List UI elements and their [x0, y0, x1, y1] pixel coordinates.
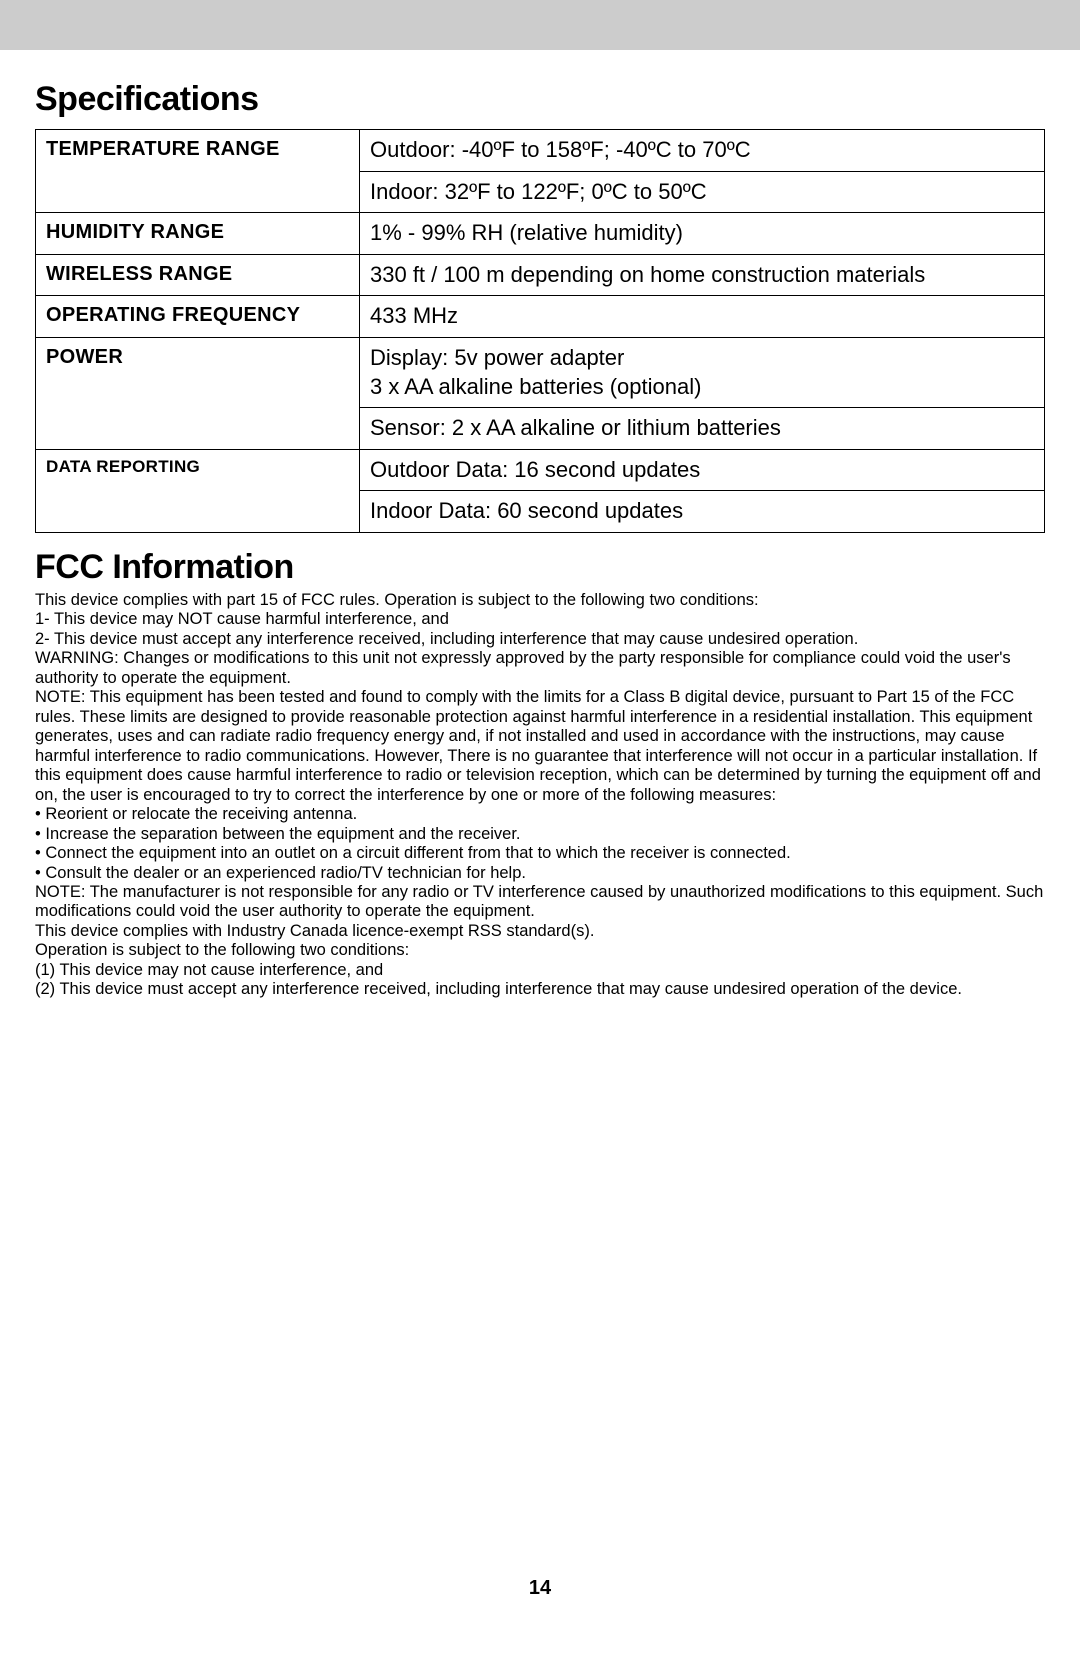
- spec-label: TEMPERATURE RANGE: [36, 130, 360, 172]
- table-row: Indoor: 32ºF to 122ºF; 0ºC to 50ºC: [36, 171, 1045, 213]
- spec-value: Indoor Data: 60 second updates: [360, 491, 1045, 533]
- table-row: HUMIDITY RANGE 1% - 99% RH (relative hum…: [36, 213, 1045, 255]
- table-row: POWER Display: 5v power adapter 3 x AA a…: [36, 337, 1045, 407]
- spec-value: 1% - 99% RH (relative humidity): [360, 213, 1045, 255]
- spec-value: Sensor: 2 x AA alkaline or lithium batte…: [360, 408, 1045, 450]
- spec-value: 433 MHz: [360, 296, 1045, 338]
- spec-value: 330 ft / 100 m depending on home constru…: [360, 254, 1045, 296]
- spec-value: Indoor: 32ºF to 122ºF; 0ºC to 50ºC: [360, 171, 1045, 213]
- spec-value: Display: 5v power adapter 3 x AA alkalin…: [360, 337, 1045, 407]
- spec-value: Outdoor Data: 16 second updates: [360, 449, 1045, 491]
- spec-label: [36, 491, 360, 533]
- specifications-heading: Specifications: [35, 80, 1045, 119]
- spec-label: OPERATING FREQUENCY: [36, 296, 360, 338]
- specifications-table: TEMPERATURE RANGE Outdoor: -40ºF to 158º…: [35, 129, 1045, 533]
- spec-label: WIRELESS RANGE: [36, 254, 360, 296]
- table-row: DATA REPORTING Outdoor Data: 16 second u…: [36, 449, 1045, 491]
- spec-label: [36, 408, 360, 450]
- table-row: OPERATING FREQUENCY 433 MHz: [36, 296, 1045, 338]
- fcc-body-text: This device complies with part 15 of FCC…: [35, 591, 1045, 1000]
- spec-label: DATA REPORTING: [36, 449, 360, 491]
- page-number: 14: [0, 1577, 1080, 1600]
- spec-value: Outdoor: -40ºF to 158ºF; -40ºC to 70ºC: [360, 130, 1045, 172]
- table-row: Sensor: 2 x AA alkaline or lithium batte…: [36, 408, 1045, 450]
- table-row: TEMPERATURE RANGE Outdoor: -40ºF to 158º…: [36, 130, 1045, 172]
- spec-label: HUMIDITY RANGE: [36, 213, 360, 255]
- fcc-heading: FCC Information: [35, 548, 1045, 587]
- table-row: WIRELESS RANGE 330 ft / 100 m depending …: [36, 254, 1045, 296]
- spec-label: [36, 171, 360, 213]
- header-gray-bar: [0, 0, 1080, 50]
- table-row: Indoor Data: 60 second updates: [36, 491, 1045, 533]
- spec-label: POWER: [36, 337, 360, 407]
